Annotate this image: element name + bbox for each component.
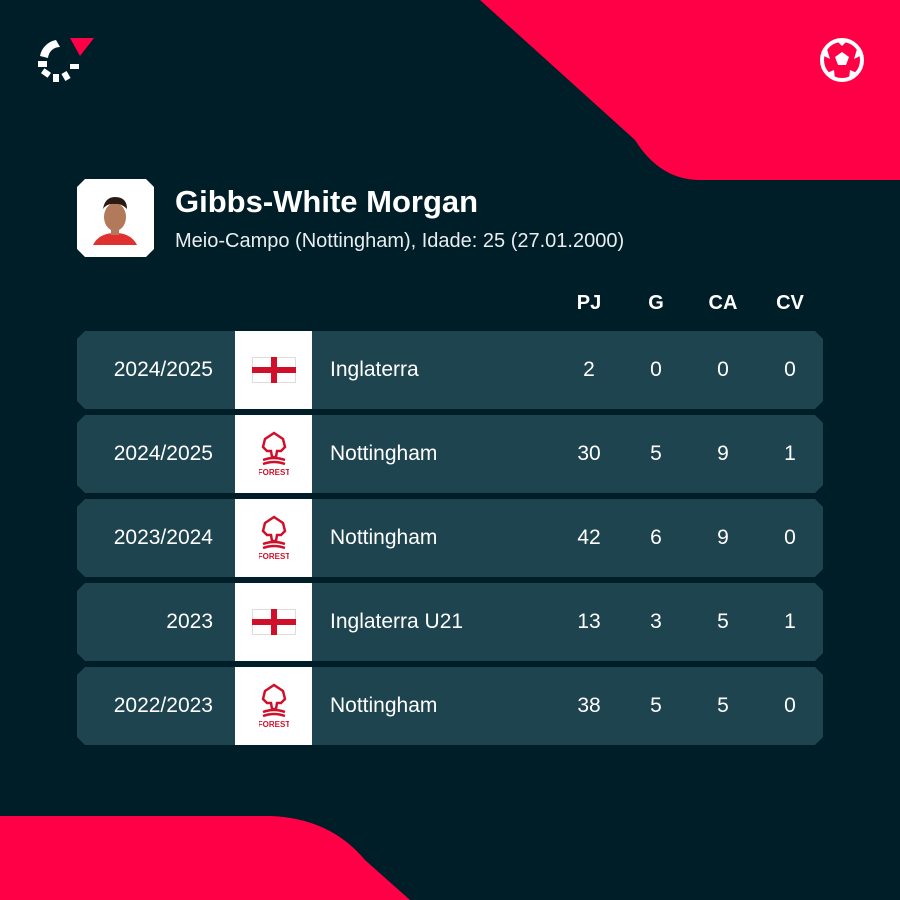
stat-g: 5 — [650, 442, 662, 465]
column-header-g: G — [648, 292, 664, 314]
football-icon — [820, 38, 864, 82]
team-crest — [235, 331, 312, 409]
team-name: Nottingham — [330, 526, 438, 549]
england-flag-icon — [251, 609, 296, 635]
flashscore-logo-icon — [38, 38, 94, 82]
nottingham-forest-crest-icon: FOREST — [259, 431, 289, 477]
stat-pj: 38 — [577, 694, 601, 717]
svg-text:FOREST: FOREST — [259, 468, 289, 477]
team-crest: FOREST — [235, 667, 312, 745]
season: 2023 — [166, 610, 213, 633]
stat-ca: 0 — [717, 358, 729, 381]
season: 2024/2025 — [113, 358, 213, 381]
column-header-ca: CA — [708, 292, 738, 314]
stats-row: 2023 Inglaterra U21 13 3 5 1 — [77, 583, 823, 661]
season: 2023/2024 — [113, 526, 213, 549]
stat-g: 0 — [650, 358, 662, 381]
stat-ca: 5 — [717, 610, 729, 633]
stat-g: 6 — [650, 526, 662, 549]
team-name: Inglaterra — [330, 358, 419, 381]
stat-cv: 0 — [784, 358, 796, 381]
stat-ca: 9 — [717, 526, 729, 549]
team-name: Nottingham — [330, 442, 438, 465]
svg-text:FOREST: FOREST — [259, 720, 289, 729]
stat-cv: 1 — [784, 610, 796, 633]
team-name: Nottingham — [330, 694, 438, 717]
nottingham-forest-crest-icon: FOREST — [259, 683, 289, 729]
column-header-pj: PJ — [576, 292, 602, 314]
stats-row: 2024/2025 Inglaterra 2 0 0 0 — [77, 331, 823, 409]
team-name: Inglaterra U21 — [330, 610, 464, 633]
stat-g: 3 — [650, 610, 662, 633]
stats-row: 2023/2024 FOREST Nottingham 42 6 9 0 — [77, 499, 823, 577]
stat-cv: 1 — [784, 442, 796, 465]
stat-cv: 0 — [784, 694, 796, 717]
svg-text:FOREST: FOREST — [259, 552, 289, 561]
season: 2024/2025 — [113, 442, 213, 465]
player-details: Meio-Campo (Nottingham), Idade: 25 (27.0… — [175, 230, 625, 252]
stat-pj: 13 — [577, 610, 601, 633]
player-name: Gibbs-White Morgan — [175, 184, 479, 219]
team-crest: FOREST — [235, 415, 312, 493]
player-photo — [77, 179, 154, 257]
england-flag-icon — [251, 357, 296, 383]
stat-pj: 30 — [577, 442, 601, 465]
stat-ca: 5 — [717, 694, 729, 717]
season: 2022/2023 — [113, 694, 213, 717]
stat-pj: 42 — [577, 526, 601, 549]
stats-row: 2024/2025 FOREST Nottingham 30 5 9 1 — [77, 415, 823, 493]
team-crest: FOREST — [235, 499, 312, 577]
stat-cv: 0 — [784, 526, 796, 549]
stat-pj: 2 — [583, 358, 595, 381]
stats-row: 2022/2023 FOREST Nottingham 38 5 5 0 — [77, 667, 823, 745]
team-crest — [235, 583, 312, 661]
nottingham-forest-crest-icon: FOREST — [259, 515, 289, 561]
stat-ca: 9 — [717, 442, 729, 465]
column-header-cv: CV — [776, 292, 804, 314]
stat-g: 5 — [650, 694, 662, 717]
